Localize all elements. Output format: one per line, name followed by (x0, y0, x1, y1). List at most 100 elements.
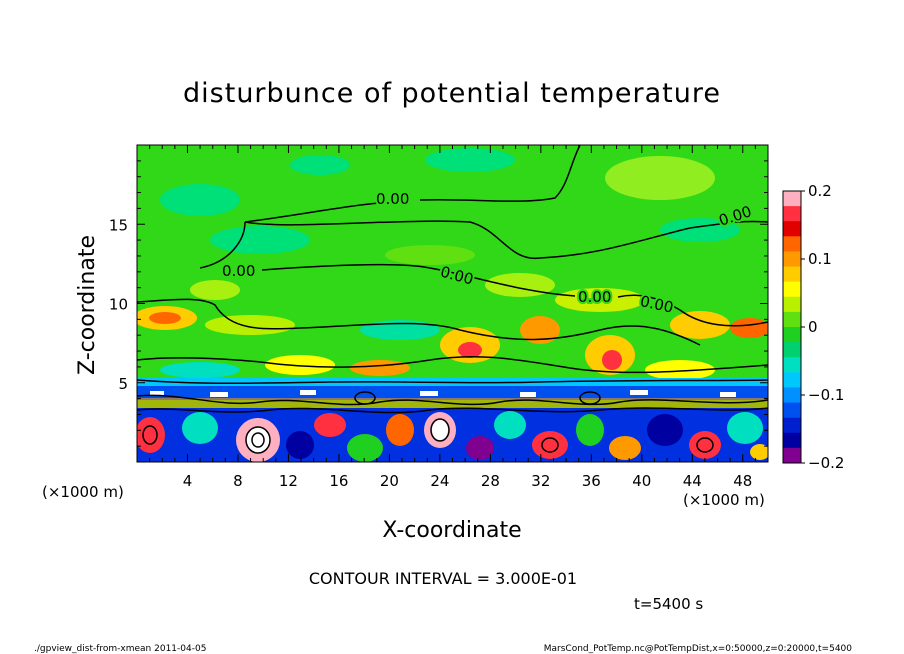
colorbar-swatch (783, 357, 801, 373)
contour-line (617, 294, 768, 327)
colorbar-swatch (783, 432, 801, 449)
field-patch (466, 436, 494, 460)
colorbar-swatch (783, 266, 801, 283)
contour-loop (541, 437, 559, 453)
field-streak (210, 392, 228, 397)
x-axis-unit: (×1000 m) (683, 491, 765, 509)
colorbar-swatch (783, 206, 801, 222)
field-patch (385, 245, 475, 265)
field-patch (246, 427, 270, 453)
heatmap-field (137, 145, 768, 462)
contour-label: 0.00 (578, 288, 611, 306)
x-axis: 4 8 12 16 20 24 28 32 36 40 44 48 (149, 145, 756, 490)
field-patch (190, 280, 240, 300)
y-axis-label: Z-coordinate (75, 235, 100, 375)
contour-lines (137, 145, 768, 454)
colorbar-ticks: 0.2 0.1 0 −0.1 −0.2 (801, 182, 844, 472)
field-patch (605, 156, 715, 200)
x-tick-label: 32 (531, 472, 550, 490)
colorbar-swatch (783, 296, 801, 313)
colorbar-tick-label: 0.2 (808, 182, 832, 200)
y-tick-label: 10 (109, 296, 128, 314)
field-patch (210, 226, 310, 254)
chart-title: disturbunce of potential temperature (183, 78, 721, 109)
field-patch (205, 315, 295, 335)
field-patch (360, 320, 440, 340)
contour-loop (696, 437, 714, 453)
contour-loop (245, 426, 271, 454)
time-text: t=5400 s (634, 595, 703, 613)
x-tick-label: 40 (632, 472, 651, 490)
contour-line (137, 298, 701, 346)
field-patch (532, 431, 568, 459)
field-patch (347, 434, 383, 462)
colorbar-swatch (783, 236, 801, 252)
field-patch (386, 414, 414, 446)
colorbar-swatch (783, 327, 801, 343)
contour-loop (579, 391, 601, 405)
field-patch (520, 316, 560, 344)
field-patch (265, 355, 335, 375)
field-patch (730, 318, 768, 338)
colorbar-swatch (783, 402, 801, 419)
field-patch (670, 311, 730, 339)
field-patch (182, 412, 218, 444)
field-patch (350, 360, 410, 376)
field-patch (290, 155, 350, 175)
contour-line (137, 355, 768, 374)
field-patch (458, 342, 482, 358)
colorbar-swatch (783, 251, 801, 268)
x-tick-label: 36 (582, 472, 601, 490)
field-patch (727, 412, 763, 444)
field-streak (630, 390, 648, 395)
colorbar-swatch (783, 417, 801, 434)
contour-interval-text: CONTOUR INTERVAL = 3.000E-01 (309, 569, 577, 588)
field-patch (689, 431, 721, 459)
field-patch (609, 436, 641, 460)
x-tick-label: 8 (233, 472, 243, 490)
x-tick-label: 44 (683, 472, 702, 490)
colorbar-tick-label: 0 (808, 318, 818, 336)
field-patch (485, 273, 555, 297)
field-patch (160, 184, 240, 216)
colorbar-swatch (783, 342, 801, 358)
field-patch (160, 362, 240, 378)
colorbar-swatch (783, 191, 801, 207)
y-axis-unit: (×1000 m) (42, 483, 124, 501)
field-streak (420, 391, 438, 396)
colorbar-tick-label: −0.2 (808, 454, 844, 472)
x-tick-label: 24 (430, 472, 449, 490)
field-patch (750, 444, 768, 460)
field-patch (576, 414, 604, 446)
contour-loop (142, 425, 158, 445)
contour-loop (251, 432, 265, 448)
field-patch (602, 350, 622, 370)
colorbar-swatch (783, 221, 801, 237)
colorbar-swatch (783, 372, 801, 388)
field-patch (647, 414, 683, 446)
field-patch (314, 413, 346, 437)
colorbar-swatch (783, 281, 801, 298)
contour-line (261, 263, 576, 297)
contour-line (199, 221, 246, 269)
x-tick-label: 16 (329, 472, 348, 490)
contour-line (137, 394, 768, 406)
x-tick-label: 4 (183, 472, 193, 490)
colorbar-swatch (783, 311, 801, 328)
contour-line (137, 379, 768, 384)
field-patch (137, 417, 165, 453)
x-tick-label: 28 (481, 472, 500, 490)
colorbar-tick-label: −0.1 (808, 386, 844, 404)
colorbar-tick-label: 0.1 (808, 250, 832, 268)
contour-loop (430, 418, 450, 442)
field-streak (520, 392, 536, 397)
y-tick-label: 15 (109, 216, 128, 234)
contour-label: 0.00 (376, 190, 409, 208)
field-band (137, 386, 768, 400)
field-patch (286, 431, 314, 459)
colorbar-swatch (783, 387, 801, 404)
colorbar-swatch (783, 447, 801, 464)
contour-line (244, 145, 581, 223)
contour-line (244, 220, 768, 259)
field-patch (645, 360, 715, 380)
